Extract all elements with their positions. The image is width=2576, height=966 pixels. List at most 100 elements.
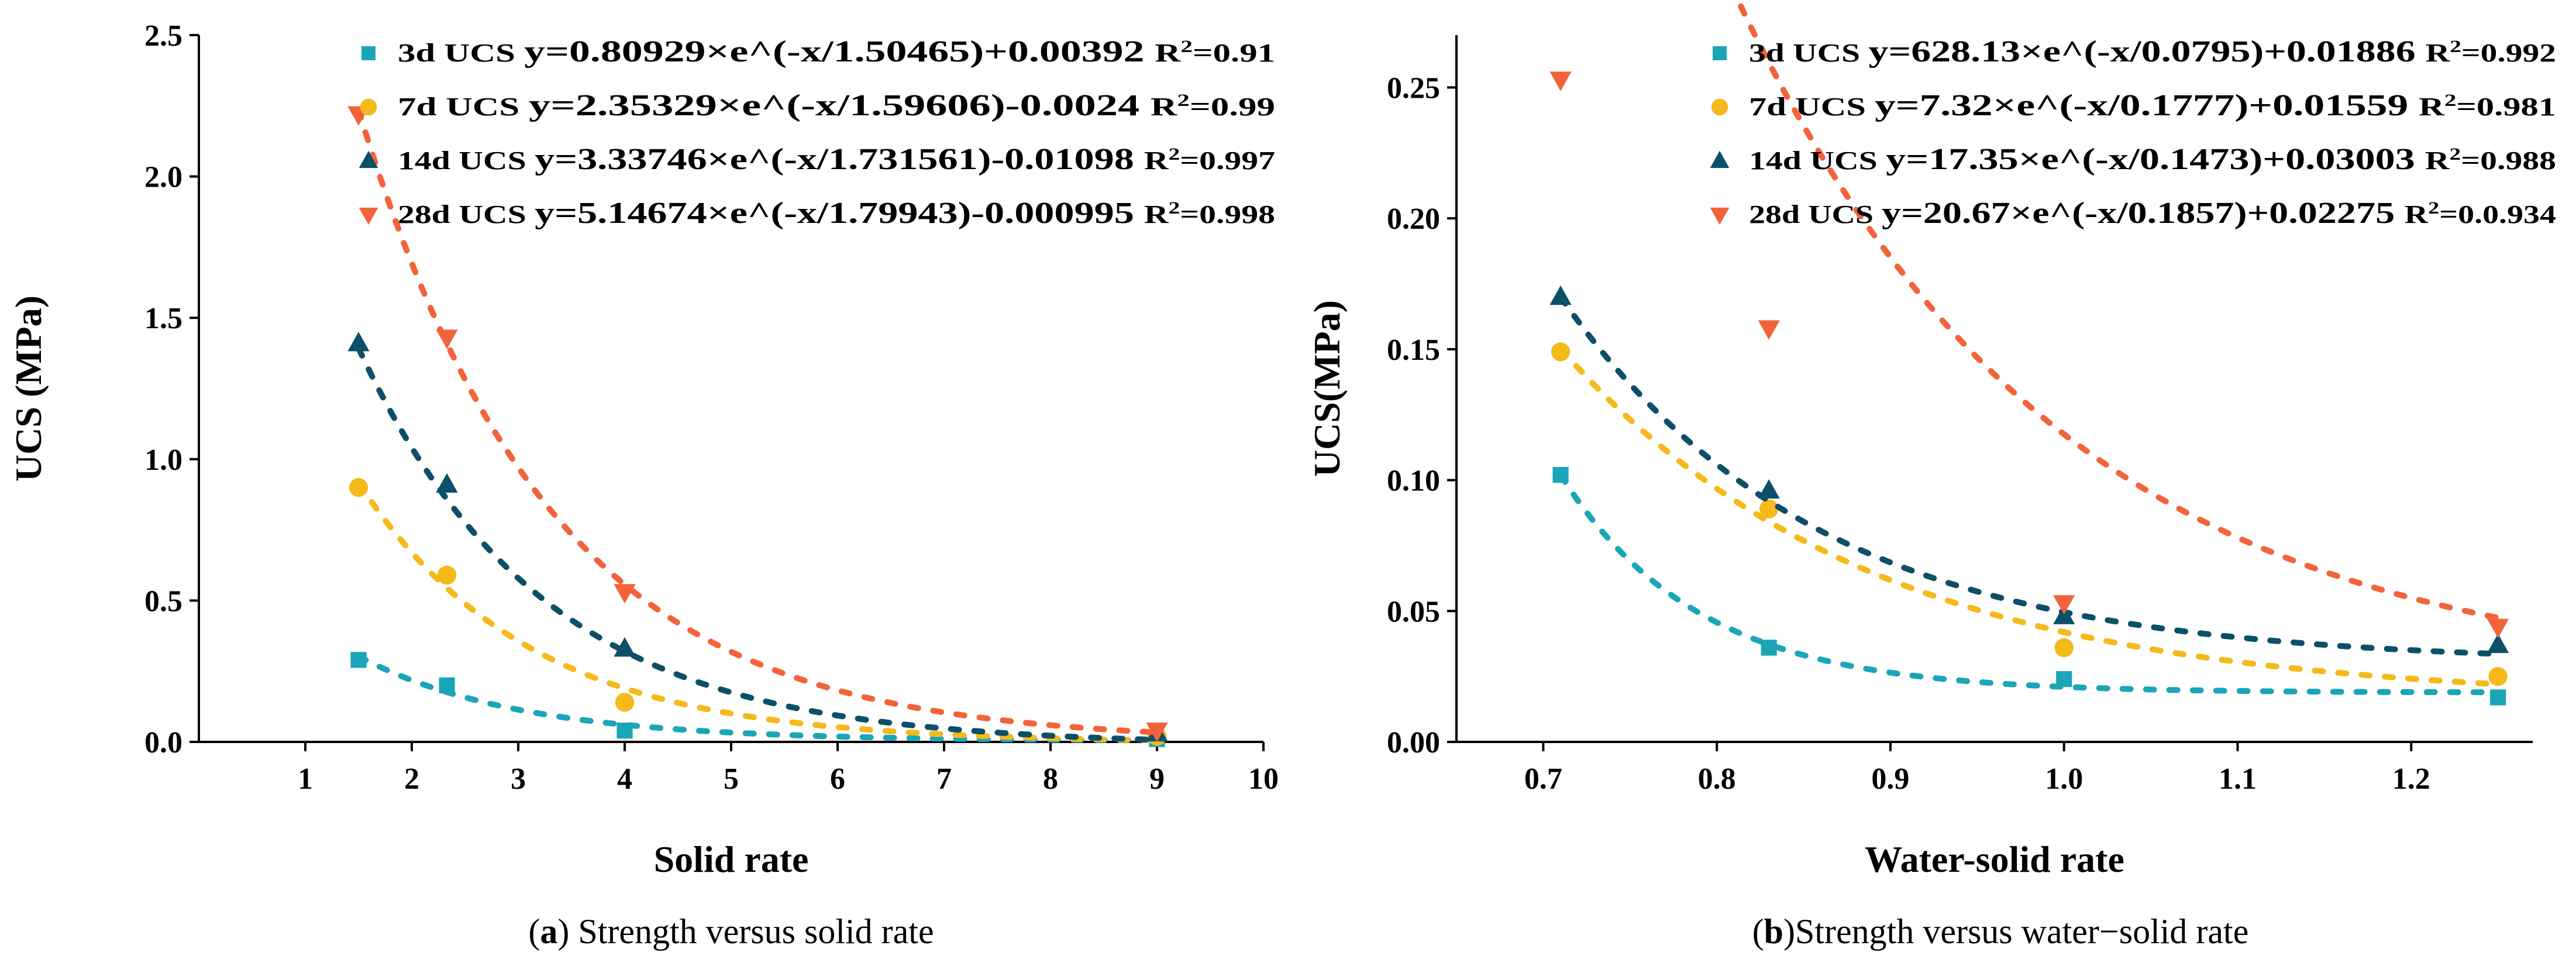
legend-r2-value: =0.998 bbox=[1180, 200, 1275, 229]
legend-series-name: 3d UCS bbox=[398, 39, 524, 67]
data-point bbox=[2056, 671, 2072, 687]
y-tick-label: 0.00 bbox=[1387, 726, 1440, 759]
legend-series-name: 28d UCS bbox=[398, 200, 535, 229]
legend-r-superscript: 2 bbox=[2450, 145, 2461, 164]
data-point bbox=[436, 473, 458, 493]
y-tick-label: 1.0 bbox=[144, 444, 182, 477]
legend-entry: 14d UCS y=3.33746×e^(-x/1.731561)-0.0109… bbox=[359, 143, 1275, 176]
series-14d-ucs bbox=[1549, 285, 2509, 657]
y-tick-label: 2.0 bbox=[144, 161, 182, 194]
x-tick-label: 9 bbox=[1149, 762, 1165, 796]
legend-r-superscript: 2 bbox=[2450, 37, 2461, 56]
legend-r-label: R bbox=[1151, 92, 1178, 121]
y-tick-label: 2.5 bbox=[144, 19, 182, 53]
legend-series-name: 14d UCS bbox=[398, 146, 535, 175]
data-point bbox=[1761, 640, 1777, 656]
y-tick-label: 1.5 bbox=[144, 302, 182, 335]
legend-marker bbox=[1710, 207, 1730, 225]
data-point bbox=[350, 652, 367, 668]
legend-r-superscript: 2 bbox=[1169, 198, 1180, 218]
x-tick-label: 10 bbox=[1248, 762, 1279, 796]
fit-curve bbox=[356, 653, 1160, 744]
data-point bbox=[1549, 71, 1572, 91]
legend-series-name: 3d UCS bbox=[1749, 39, 1869, 67]
legend-marker bbox=[1711, 98, 1728, 116]
legend-label: 7d UCS y=7.32×e^(-x/0.1777)+0.01559 R 2 =0… bbox=[1749, 89, 2556, 122]
figure-caption: (b)Strength versus water−solid rate bbox=[1752, 912, 2249, 951]
x-tick-label: 4 bbox=[617, 762, 632, 796]
x-tick-label: 5 bbox=[724, 762, 739, 796]
legend-marker bbox=[359, 150, 378, 169]
legend-equation: y=20.67×e^(-x/0.1857)+0.02275 bbox=[1882, 197, 2405, 230]
series-14d-ucs bbox=[347, 332, 1168, 743]
x-tick-label: 2 bbox=[404, 762, 419, 796]
fit-curve bbox=[1558, 472, 2501, 696]
legend-equation: y=3.33746×e^(-x/1.731561)-0.01098 bbox=[535, 143, 1144, 176]
fit-curve bbox=[1734, 0, 2501, 621]
legend-equation: y=17.35×e^(-x/0.1473)+0.03003 bbox=[1886, 143, 2425, 176]
data-point bbox=[439, 677, 455, 693]
legend-r2-value: =0.91 bbox=[1193, 39, 1275, 67]
legend-equation: y=7.32×e^(-x/0.1777)+0.01559 bbox=[1875, 89, 2419, 122]
data-point bbox=[614, 584, 636, 604]
fit-curve bbox=[1558, 345, 2501, 687]
x-axis-title: Water-solid rate bbox=[1865, 838, 2124, 880]
legend-series-name: 14d UCS bbox=[1749, 146, 1886, 175]
legend-r-superscript: 2 bbox=[2444, 91, 2457, 110]
data-point bbox=[347, 332, 370, 352]
data-point bbox=[1758, 479, 1780, 499]
legend-r-label: R bbox=[1144, 146, 1169, 175]
x-tick-label: 8 bbox=[1043, 762, 1058, 796]
legend-entry: 28d UCS y=5.14674×e^(-x/1.79943)-0.00099… bbox=[359, 197, 1275, 230]
data-point bbox=[1549, 285, 1572, 305]
legend-series-name: 7d UCS bbox=[398, 92, 529, 121]
x-tick-label: 0.8 bbox=[1698, 762, 1736, 796]
data-point bbox=[437, 565, 457, 585]
x-tick-label: 1 bbox=[298, 762, 313, 796]
data-point bbox=[2053, 595, 2075, 615]
data-point bbox=[349, 477, 369, 497]
fit-curve bbox=[356, 345, 1160, 743]
data-point bbox=[1758, 320, 1780, 340]
y-tick-label: 0.0 bbox=[144, 726, 182, 759]
figure-caption: (a) Strength versus solid rate bbox=[528, 912, 934, 951]
legend-r2-value: =0.997 bbox=[1180, 146, 1275, 175]
y-axis-title: UCS (MPa) bbox=[8, 295, 49, 482]
legend-r-label: R bbox=[2419, 92, 2445, 121]
legend-r-superscript: 2 bbox=[1177, 91, 1189, 110]
x-tick-label: 1.2 bbox=[2392, 762, 2430, 796]
data-point bbox=[1146, 722, 1168, 742]
legend-r-label: R bbox=[1144, 200, 1169, 229]
caption-letter: b bbox=[1764, 912, 1783, 951]
series-3d-ucs bbox=[1552, 467, 2506, 706]
legend-r-superscript: 2 bbox=[2428, 198, 2439, 218]
caption-open-paren: ( bbox=[1752, 912, 1764, 951]
data-point bbox=[614, 637, 636, 657]
data-point bbox=[2054, 638, 2074, 658]
x-tick-label: 0.7 bbox=[1524, 762, 1562, 796]
x-tick-label: 1.1 bbox=[2219, 762, 2257, 796]
legend-entry: 7d UCS y=2.35329×e^(-x/1.59606)-0.0024 R… bbox=[360, 89, 1275, 122]
legend-label: 14d UCS y=3.33746×e^(-x/1.731561)-0.0109… bbox=[398, 143, 1275, 176]
fit-curve bbox=[356, 106, 1160, 735]
fit-curve bbox=[356, 479, 1160, 744]
legend-marker bbox=[360, 98, 377, 116]
legend-r2-value: =0.988 bbox=[2461, 146, 2556, 175]
data-point bbox=[2490, 689, 2506, 706]
y-tick-label: 0.20 bbox=[1387, 202, 1440, 236]
y-tick-label: 0.05 bbox=[1387, 595, 1440, 628]
legend-series-name: 28d UCS bbox=[1749, 200, 1882, 229]
legend-r-label: R bbox=[1155, 39, 1182, 67]
legend-r2-value: =0.992 bbox=[2461, 39, 2556, 67]
caption-open-paren: ( bbox=[528, 912, 540, 951]
legend-equation: y=5.14674×e^(-x/1.79943)-0.000995 bbox=[535, 197, 1144, 230]
y-axis-title: UCS(MPa) bbox=[1306, 300, 1348, 477]
chart-panel-a: 0.0 0.5 1.0 1.5 2.0 2.5 1 2 3 4 5 6 7 8 9 10 Solid rate U… bbox=[8, 19, 1279, 951]
legend-marker bbox=[1713, 46, 1727, 60]
